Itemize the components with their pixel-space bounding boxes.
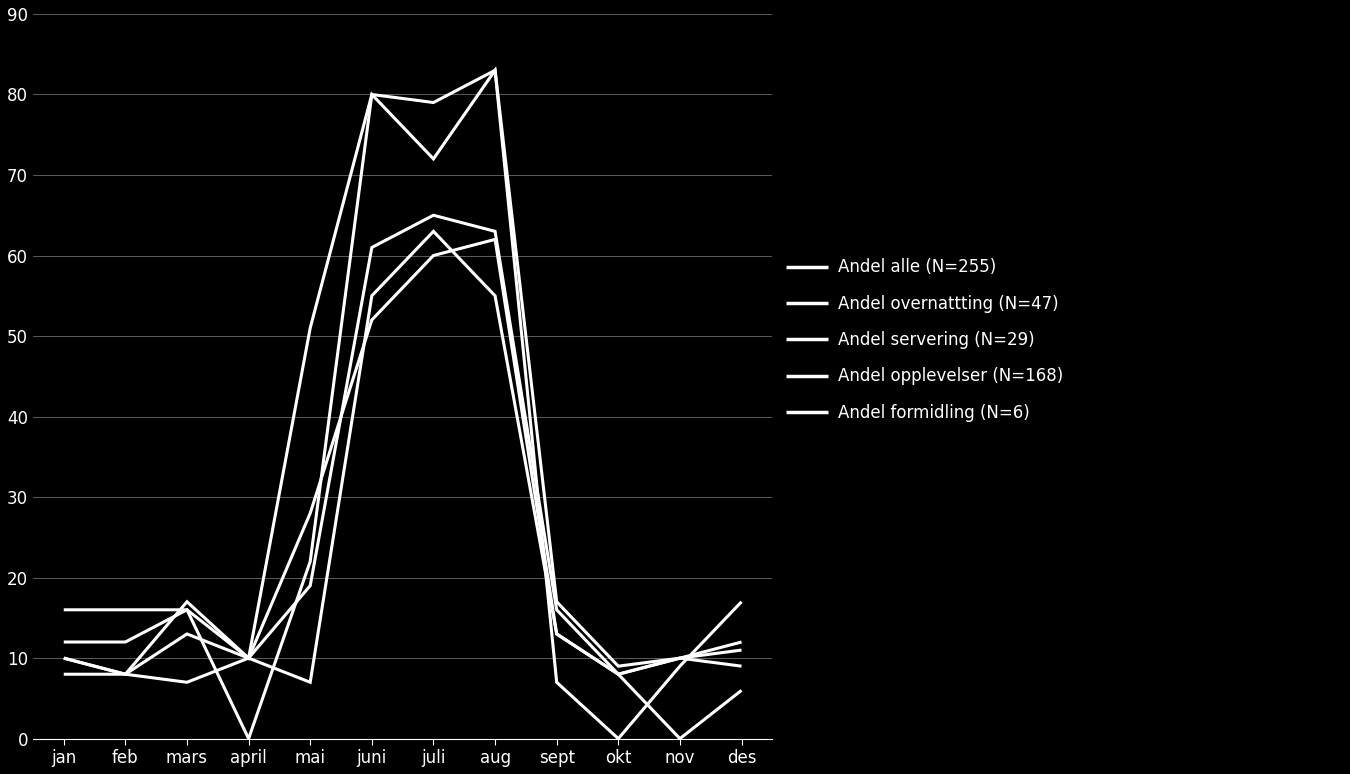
Andel alle (N=255) bbox=[610, 662, 626, 671]
Andel servering (N=29) bbox=[240, 653, 256, 663]
Andel opplevelser (N=168) bbox=[117, 670, 134, 679]
Andel overnattting (N=47) bbox=[548, 677, 564, 687]
Andel opplevelser (N=168) bbox=[487, 235, 504, 244]
Andel alle (N=255) bbox=[672, 653, 688, 663]
Andel servering (N=29) bbox=[363, 243, 379, 252]
Andel formidling (N=6) bbox=[55, 653, 72, 663]
Andel opplevelser (N=168) bbox=[548, 629, 564, 639]
Andel opplevelser (N=168) bbox=[610, 670, 626, 679]
Andel servering (N=29) bbox=[117, 670, 134, 679]
Andel formidling (N=6) bbox=[487, 291, 504, 300]
Andel formidling (N=6) bbox=[733, 686, 749, 695]
Andel formidling (N=6) bbox=[425, 227, 441, 236]
Andel alle (N=255) bbox=[425, 154, 441, 163]
Andel overnattting (N=47) bbox=[487, 66, 504, 75]
Andel overnattting (N=47) bbox=[425, 98, 441, 107]
Andel formidling (N=6) bbox=[178, 677, 194, 687]
Andel alle (N=255) bbox=[548, 597, 564, 606]
Andel alle (N=255) bbox=[117, 637, 134, 646]
Andel servering (N=29) bbox=[178, 597, 194, 606]
Andel opplevelser (N=168) bbox=[363, 315, 379, 324]
Andel alle (N=255) bbox=[487, 66, 504, 75]
Andel opplevelser (N=168) bbox=[425, 251, 441, 260]
Andel opplevelser (N=168) bbox=[302, 509, 319, 518]
Andel opplevelser (N=168) bbox=[672, 653, 688, 663]
Andel overnattting (N=47) bbox=[178, 605, 194, 615]
Line: Andel formidling (N=6): Andel formidling (N=6) bbox=[63, 231, 741, 738]
Andel formidling (N=6) bbox=[117, 670, 134, 679]
Andel servering (N=29) bbox=[55, 653, 72, 663]
Andel overnattting (N=47) bbox=[672, 662, 688, 671]
Andel formidling (N=6) bbox=[672, 734, 688, 743]
Andel overnattting (N=47) bbox=[610, 734, 626, 743]
Andel opplevelser (N=168) bbox=[55, 670, 72, 679]
Andel alle (N=255) bbox=[240, 653, 256, 663]
Andel alle (N=255) bbox=[733, 646, 749, 655]
Andel alle (N=255) bbox=[363, 90, 379, 99]
Andel alle (N=255) bbox=[178, 605, 194, 615]
Andel formidling (N=6) bbox=[363, 291, 379, 300]
Andel overnattting (N=47) bbox=[240, 734, 256, 743]
Andel formidling (N=6) bbox=[240, 653, 256, 663]
Andel formidling (N=6) bbox=[302, 677, 319, 687]
Andel servering (N=29) bbox=[487, 227, 504, 236]
Andel opplevelser (N=168) bbox=[733, 662, 749, 671]
Andel formidling (N=6) bbox=[548, 629, 564, 639]
Line: Andel servering (N=29): Andel servering (N=29) bbox=[63, 215, 741, 674]
Andel servering (N=29) bbox=[302, 581, 319, 591]
Andel opplevelser (N=168) bbox=[240, 653, 256, 663]
Line: Andel overnattting (N=47): Andel overnattting (N=47) bbox=[63, 70, 741, 738]
Andel overnattting (N=47) bbox=[55, 605, 72, 615]
Andel overnattting (N=47) bbox=[363, 90, 379, 99]
Line: Andel opplevelser (N=168): Andel opplevelser (N=168) bbox=[63, 239, 741, 674]
Andel overnattting (N=47) bbox=[117, 605, 134, 615]
Andel servering (N=29) bbox=[610, 670, 626, 679]
Andel alle (N=255) bbox=[302, 324, 319, 333]
Andel servering (N=29) bbox=[672, 653, 688, 663]
Line: Andel alle (N=255): Andel alle (N=255) bbox=[63, 70, 741, 666]
Andel servering (N=29) bbox=[548, 605, 564, 615]
Legend: Andel alle (N=255), Andel overnattting (N=47), Andel servering (N=29), Andel opp: Andel alle (N=255), Andel overnattting (… bbox=[780, 252, 1071, 428]
Andel opplevelser (N=168) bbox=[178, 629, 194, 639]
Andel overnattting (N=47) bbox=[733, 597, 749, 606]
Andel servering (N=29) bbox=[733, 637, 749, 646]
Andel overnattting (N=47) bbox=[302, 557, 319, 566]
Andel servering (N=29) bbox=[425, 211, 441, 220]
Andel alle (N=255) bbox=[55, 637, 72, 646]
Andel formidling (N=6) bbox=[610, 670, 626, 679]
